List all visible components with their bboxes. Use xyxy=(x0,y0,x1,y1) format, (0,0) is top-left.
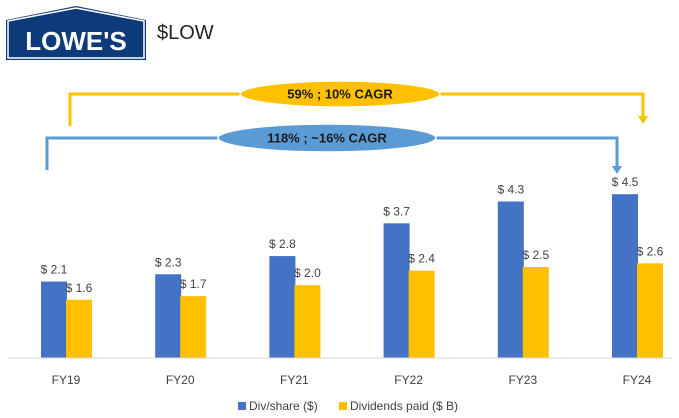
legend-label: Div/share ($) xyxy=(249,399,318,413)
data-label: $ 2.1 xyxy=(41,263,68,277)
bar-div-share-fy20 xyxy=(155,274,182,358)
growth-callout-bubble xyxy=(239,80,441,108)
bar-div-share-fy19 xyxy=(41,281,67,358)
x-tick-label: FY21 xyxy=(280,373,309,387)
bar-div-paid-fy21 xyxy=(294,285,321,358)
bracket-arrowhead-icon xyxy=(612,166,622,174)
bar-div-paid-fy24 xyxy=(637,263,663,358)
bar-div-paid-fy23 xyxy=(522,267,549,358)
x-tick-label: FY22 xyxy=(394,373,423,387)
data-label: $ 1.6 xyxy=(66,281,93,295)
x-tick-label: FY23 xyxy=(508,373,537,387)
bar-div-paid-fy19 xyxy=(66,299,92,358)
data-label: $ 2.6 xyxy=(637,244,664,258)
bar-div-paid-fy22 xyxy=(408,270,435,358)
growth-callout-text: 59% ; 10% CAGR xyxy=(287,87,393,102)
bar-div-paid-fy20 xyxy=(180,296,207,358)
data-label: $ 2.4 xyxy=(408,252,435,266)
data-label: $ 4.5 xyxy=(612,175,639,189)
ticker-symbol: $LOW xyxy=(157,22,214,44)
legend-label: Dividends paid ($ B) xyxy=(350,399,458,413)
data-label: $ 2.8 xyxy=(269,237,296,251)
growth-callout-text: 118% ; ~16% CAGR xyxy=(267,131,387,146)
x-tick-label: FY19 xyxy=(52,373,81,387)
logo-wordmark: LOWE'S xyxy=(25,26,127,56)
lowes-logo: LOWE'S xyxy=(6,6,146,60)
x-tick-label: FY24 xyxy=(623,373,652,387)
growth-callout-bubble xyxy=(217,123,437,153)
data-label: $ 4.3 xyxy=(497,182,524,196)
data-label: $ 2.3 xyxy=(155,255,182,269)
bar-div-share-fy23 xyxy=(497,201,524,358)
data-label: $ 1.7 xyxy=(180,277,207,291)
data-label: $ 3.7 xyxy=(383,204,410,218)
legend-swatch-div-share xyxy=(238,402,246,410)
data-label: $ 2.5 xyxy=(522,248,549,262)
x-tick-label: FY20 xyxy=(166,373,195,387)
bar-div-share-fy21 xyxy=(269,256,296,358)
bracket-arrowhead-icon xyxy=(638,116,648,124)
bar-div-share-fy24 xyxy=(612,194,638,358)
data-label: $ 2.0 xyxy=(294,266,321,280)
legend-swatch-div-paid xyxy=(339,402,347,410)
bar-div-share-fy22 xyxy=(383,223,410,358)
